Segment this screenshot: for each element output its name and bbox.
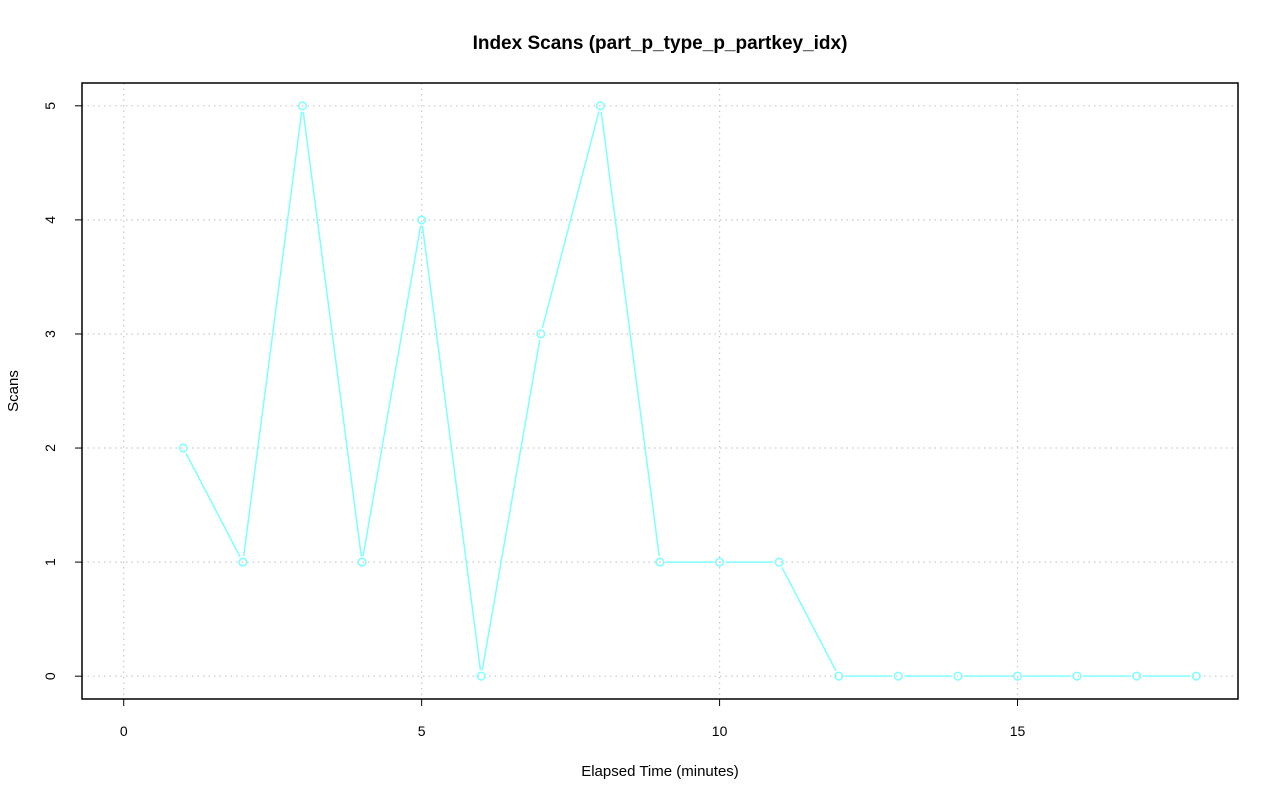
data-point [595, 101, 605, 111]
data-point [953, 671, 963, 681]
data-point [238, 557, 248, 567]
y-tick-label: 0 [42, 672, 58, 680]
data-point [476, 671, 486, 681]
data-point [417, 215, 427, 225]
data-point [1191, 671, 1201, 681]
data-point [834, 671, 844, 681]
data-point [297, 101, 308, 111]
y-tick-label: 4 [42, 216, 58, 224]
y-axis-label: Scans [5, 370, 22, 412]
data-point [1012, 671, 1023, 681]
y-tick-label: 5 [42, 102, 58, 110]
data-point [774, 557, 784, 567]
data-point [536, 329, 546, 339]
x-tick-label: 0 [120, 723, 128, 739]
y-tick-label: 2 [42, 444, 58, 452]
series-layer [178, 101, 1201, 681]
x-tick-label: 10 [712, 723, 728, 739]
x-tick-label: 5 [418, 723, 426, 739]
x-axis-label: Elapsed Time (minutes) [581, 763, 739, 780]
series-line-segment [421, 225, 482, 671]
data-point [1132, 671, 1142, 681]
series-line-segment [362, 225, 422, 557]
x-axis: 0 5 10 15 [120, 698, 1026, 739]
series-line-segment [481, 339, 541, 671]
y-tick-label: 3 [42, 330, 58, 338]
data-point [357, 557, 367, 567]
series-line-segment [541, 111, 600, 329]
data-point [893, 671, 903, 681]
data-point [715, 557, 725, 567]
series-line-segment [185, 453, 241, 558]
chart-title: Index Scans (part_p_type_p_partkey_idx) [473, 33, 848, 54]
data-point [1072, 671, 1082, 681]
grid [82, 83, 1238, 699]
series-line-segment [600, 111, 660, 557]
data-point [655, 557, 665, 567]
y-tick-label: 1 [42, 558, 58, 566]
plot-frame [81, 82, 1239, 700]
data-point [178, 443, 188, 453]
x-tick-label: 15 [1010, 723, 1026, 739]
series-line-segment [781, 567, 837, 672]
series-line-segment [302, 111, 363, 557]
y-axis: 0 1 2 3 4 5 [42, 102, 82, 680]
series-line-segment [242, 111, 303, 557]
